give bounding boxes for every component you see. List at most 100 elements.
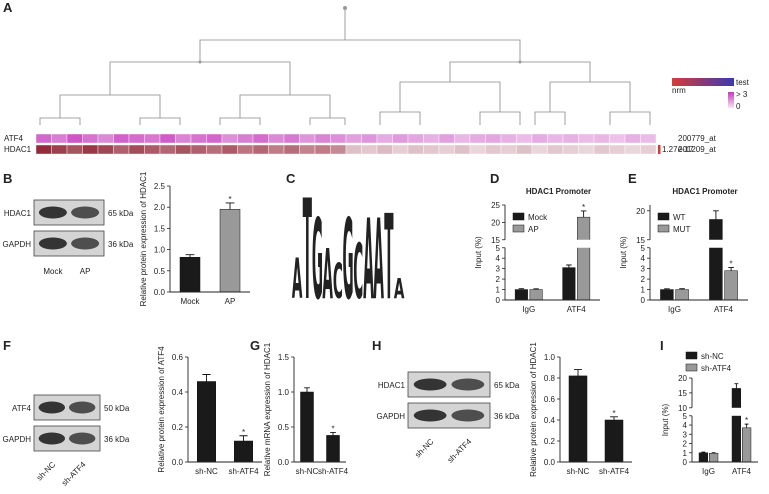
legend-label: sh-ATF4 — [701, 364, 732, 373]
significance-mark: * — [228, 195, 231, 204]
y-tick-label: 5 — [683, 412, 688, 421]
band-size: 50 kDa — [104, 404, 130, 413]
legend-bar — [672, 78, 734, 86]
x-tick-label: sh-NC — [567, 467, 590, 476]
x-tick-label: sh-NC — [296, 467, 319, 476]
legend-swatch — [512, 224, 525, 233]
band-size: 65 kDa — [494, 381, 520, 390]
y-tick-label: 5 — [496, 244, 501, 253]
y-tick-label: 4 — [683, 421, 688, 430]
bar — [742, 427, 752, 463]
band-size: 36 kDa — [108, 240, 134, 249]
heatmap-cell — [144, 133, 161, 144]
error-bar — [744, 423, 749, 428]
heatmap-cell — [361, 133, 378, 144]
x-tick-label: IgG — [668, 305, 681, 314]
bar — [179, 256, 201, 293]
logo-letter: T — [303, 171, 312, 331]
chart-title: HDAC1 Promoter — [672, 187, 737, 196]
heatmap-cell — [221, 144, 238, 155]
significance-mark: * — [242, 428, 245, 437]
heatmap-cell — [268, 133, 285, 144]
heatmap-cell — [190, 144, 207, 155]
legend-label: MUT — [673, 225, 690, 234]
row-id: 201209_at — [678, 145, 717, 154]
legend-label: Mock — [528, 213, 548, 222]
bar — [709, 452, 719, 463]
heatmap-cell — [206, 133, 223, 144]
heatmap-cell — [624, 144, 641, 155]
heatmap-cell — [500, 144, 517, 155]
blot-band — [451, 378, 485, 391]
heatmap-cell — [423, 133, 440, 144]
heatmap-cell — [299, 133, 316, 144]
logo-letter: A — [373, 196, 384, 325]
bar — [724, 270, 738, 301]
error-bar — [610, 416, 618, 420]
heatmap-cell — [547, 133, 564, 144]
y-axis-label: Relative mRNA expression of HDAC1 — [263, 342, 272, 476]
blot-band — [38, 237, 67, 250]
legend-label: test — [736, 78, 750, 87]
band-size: 36 kDa — [104, 435, 130, 444]
y-tick-label: 25 — [491, 201, 500, 210]
heatmap-cell — [206, 144, 223, 155]
y-tick-label: 1.0 — [278, 388, 290, 397]
y-tick-label: 2.0 — [154, 203, 166, 212]
error-bar — [728, 267, 734, 271]
heatmap-cell — [190, 133, 207, 144]
y-tick-label: 1.5 — [154, 224, 166, 233]
error-bar — [574, 369, 582, 376]
y-tick-label: 0.0 — [544, 458, 556, 467]
y-axis-label: Input (%) — [619, 236, 628, 269]
y-tick-label: 20 — [678, 374, 687, 383]
heatmap-cell — [438, 133, 455, 144]
heatmap-cell — [624, 133, 641, 144]
blot-band — [71, 206, 100, 219]
lane-label: sh-ATF4 — [446, 437, 474, 465]
heatmap-cell — [407, 144, 424, 155]
heatmap-cell — [392, 133, 409, 144]
heatmap-cell — [469, 144, 486, 155]
error-bar — [239, 435, 248, 441]
heatmap-cell — [500, 133, 517, 144]
y-tick-label: 4 — [641, 254, 646, 263]
x-tick-label: IgG — [702, 467, 715, 476]
y-tick-label: 5 — [641, 244, 646, 253]
heatmap-cell — [314, 144, 331, 155]
heatmap-cell — [562, 133, 579, 144]
heatmap-cell — [454, 133, 471, 144]
y-tick-label: 0.0 — [172, 458, 184, 467]
legend-label: sh-NC — [701, 352, 724, 361]
heatmap-cell — [97, 133, 114, 144]
legend-label: AP — [528, 225, 539, 234]
bar — [219, 209, 241, 293]
significance-mark: * — [582, 203, 585, 212]
y-tick-label: 0.0 — [278, 458, 290, 467]
error-bar — [225, 202, 235, 210]
error-bar — [518, 288, 525, 290]
heatmap-cell — [593, 144, 610, 155]
error-bar — [330, 432, 336, 436]
logo-letter: A — [394, 274, 405, 306]
heatmap-cell — [376, 133, 393, 144]
heatmap-cell — [51, 144, 68, 155]
error-bar — [679, 288, 685, 290]
y-tick-label: 3 — [683, 430, 688, 439]
y-tick-label: 0.0 — [154, 288, 166, 297]
heatmap-cell — [562, 144, 579, 155]
significance-mark: * — [730, 260, 733, 269]
y-tick-label: 20 — [491, 218, 500, 227]
logo-letter: G — [312, 196, 323, 325]
panel-label: F — [3, 338, 11, 353]
y-axis-label: Input (%) — [474, 236, 483, 269]
heatmap-cell — [485, 144, 502, 155]
y-tick-label: 2 — [496, 275, 501, 284]
panel-label: C — [286, 171, 296, 186]
y-tick-label: 0.5 — [278, 423, 290, 432]
y-axis-label: Input (%) — [661, 403, 670, 436]
heatmap-cell — [252, 144, 269, 155]
y-tick-label: 0 — [683, 458, 688, 467]
